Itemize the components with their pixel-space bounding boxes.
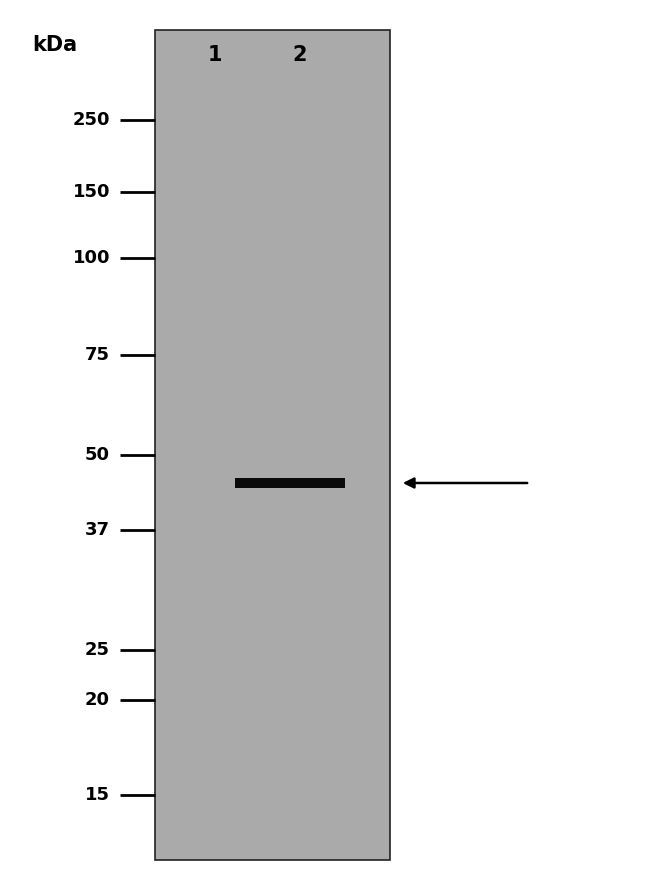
Text: kDa: kDa — [32, 35, 77, 55]
Bar — [235, 478, 345, 488]
Text: 150: 150 — [73, 183, 110, 201]
Text: 50: 50 — [85, 446, 110, 464]
Text: 25: 25 — [85, 641, 110, 659]
Text: 1: 1 — [208, 45, 222, 65]
Text: 100: 100 — [73, 249, 110, 267]
Text: 250: 250 — [73, 111, 110, 129]
Text: 2: 2 — [292, 45, 307, 65]
Text: 75: 75 — [85, 346, 110, 364]
Text: 37: 37 — [85, 521, 110, 539]
Text: 15: 15 — [85, 786, 110, 804]
Bar — [155, 30, 390, 860]
Text: 20: 20 — [85, 691, 110, 709]
